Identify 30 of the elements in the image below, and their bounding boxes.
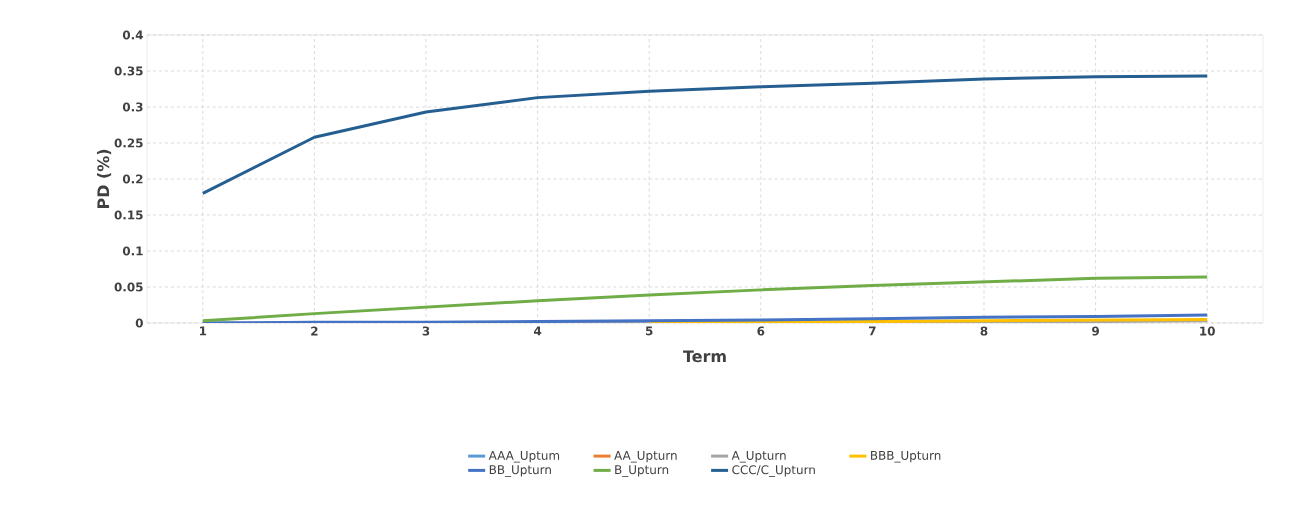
y-tick-label: 0.15 [114, 210, 143, 220]
line-series [201, 74, 1209, 195]
x-tick-label: 7 [869, 326, 876, 336]
x-tick-label: 9 [1092, 326, 1099, 336]
y-tick-label: 0.05 [114, 282, 143, 292]
x-tick-label: 4 [533, 326, 542, 336]
y-tick-label: 0.25 [114, 138, 143, 148]
x-tick-label: 10 [1200, 326, 1215, 336]
y-tick-label: 0.4 [122, 30, 143, 40]
legend-label: CCC/C_Upturn [732, 465, 815, 477]
y-tick-label: 0.35 [114, 66, 143, 76]
x-axis-title: Term [683, 350, 726, 363]
x-tick-label: 2 [311, 326, 318, 336]
legend-label: BB_Upturn [489, 465, 551, 477]
line-series [201, 313, 1209, 323]
y-tick-label: 0.1 [122, 246, 143, 256]
legend-label: BBB_Upturn [871, 451, 941, 463]
legend-label: AAA_Uptum [488, 451, 560, 463]
y-tick-label: 0.3 [122, 102, 143, 112]
x-tick-label: 1 [199, 326, 207, 336]
x-tick-label: 6 [757, 326, 765, 336]
x-tick-label: 5 [645, 326, 653, 336]
y-tick-label: 0 [135, 318, 143, 328]
x-tick-label: 3 [422, 326, 430, 336]
y-tick-label: 0.2 [122, 174, 143, 184]
y-axis-title: PD (%) [96, 149, 112, 209]
legend-label: AA_Upturn [614, 451, 677, 463]
legend-label: A_Upturn [731, 451, 786, 463]
x-tick-label: 8 [980, 326, 988, 336]
legend-label: B_Upturn [615, 465, 669, 477]
